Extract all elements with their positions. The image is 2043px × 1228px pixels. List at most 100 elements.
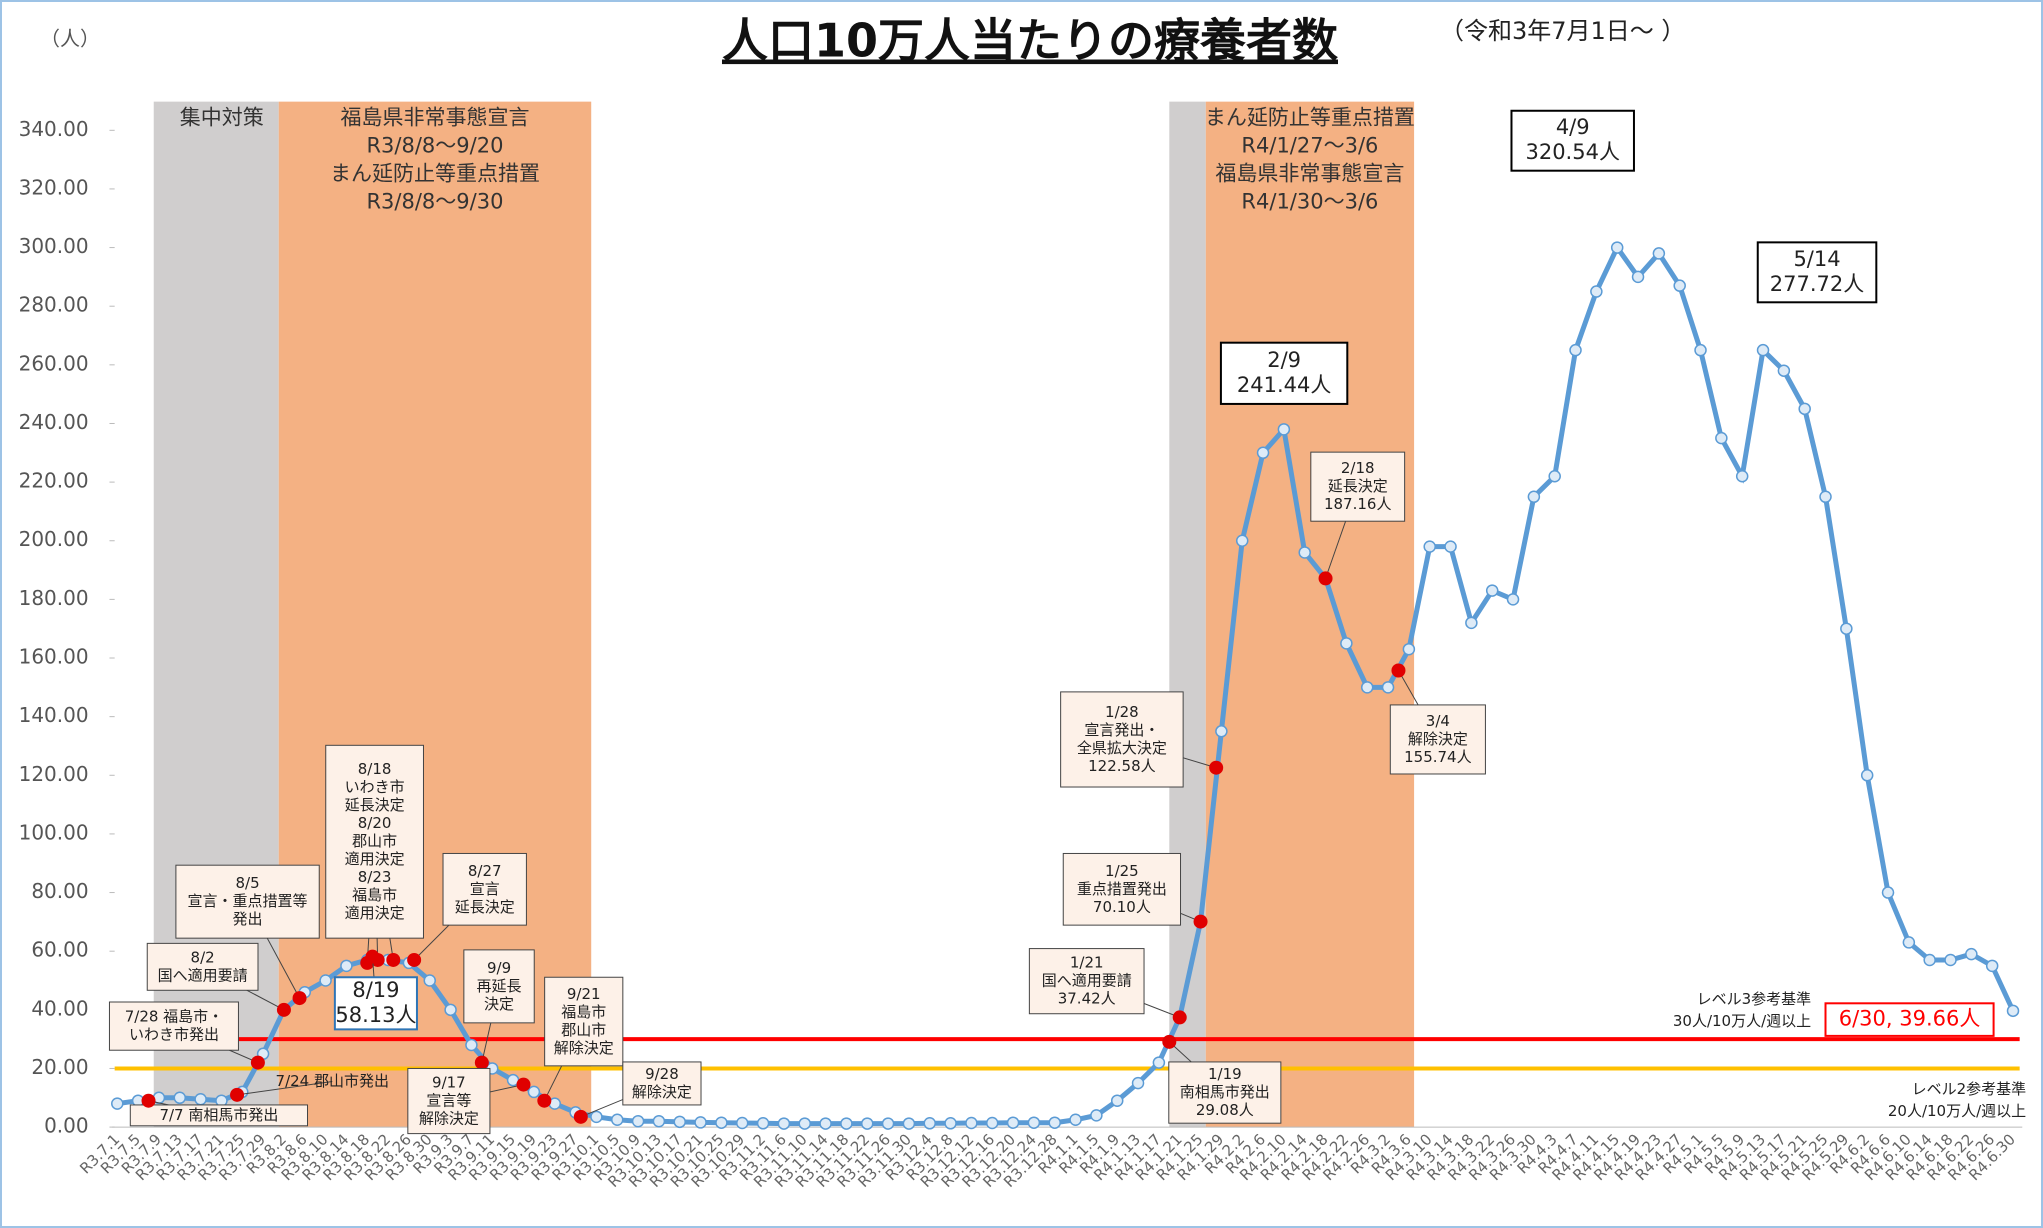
period-label: 福島県非常事態宣言 — [340, 106, 529, 130]
annotation-text: 宣言発出・ — [1084, 721, 1159, 739]
data-point — [111, 1097, 124, 1110]
data-point — [590, 1110, 603, 1124]
annotation-dot — [230, 1087, 245, 1102]
data-point — [194, 1092, 207, 1106]
data-point — [1360, 681, 1374, 694]
annotation-box — [1168, 1061, 1282, 1124]
annotation-text: 1/19 — [1208, 1065, 1242, 1083]
annotation-text: 延長決定 — [1328, 477, 1388, 495]
annotation-text: 155.74人 — [1404, 748, 1472, 766]
annotation-text: 9/9 — [487, 959, 511, 977]
period-label: R4/1/30～3/6 — [1241, 190, 1378, 214]
y-tick-label: 220.00 — [19, 469, 89, 493]
data-point — [923, 1117, 936, 1130]
chart-title: 人口10万人当たりの療養者数 — [722, 14, 1338, 68]
annotation-box — [325, 744, 424, 939]
annotation-box — [463, 949, 535, 1024]
data-point — [1923, 953, 1936, 967]
data-point — [735, 1116, 749, 1130]
annotation-text: 全県拡大決定 — [1077, 739, 1167, 757]
annotation-text: 9/28 — [645, 1065, 679, 1083]
data-point — [1381, 681, 1395, 694]
data-point — [1110, 1094, 1124, 1107]
data-point — [798, 1117, 811, 1130]
annotation-text: 122.58人 — [1088, 757, 1156, 775]
data-point — [1465, 616, 1478, 630]
annotation-box — [146, 942, 259, 991]
annotation-text: 適用決定 — [345, 850, 405, 868]
annotation-box — [175, 864, 320, 939]
data-point — [319, 974, 332, 987]
data-point — [465, 1038, 478, 1052]
annotation-text: 3/4 — [1426, 712, 1450, 730]
annotation-dot — [1193, 914, 1208, 929]
y-tick-label: 320.00 — [19, 175, 89, 199]
data-point — [860, 1117, 874, 1130]
data-point — [756, 1117, 770, 1130]
annotation-text: 福島市 — [561, 1003, 606, 1021]
annotation-dot — [1162, 1034, 1177, 1049]
data-point — [1215, 725, 1228, 738]
data-point — [1819, 490, 1832, 504]
annotation-text: 4/9 — [1556, 115, 1590, 139]
annotation-text: 宣言 — [470, 880, 500, 898]
y-tick-label: 340.00 — [19, 117, 89, 141]
annotation-text: 7/7 南相馬市発出 — [159, 1106, 278, 1124]
annotation-dot — [292, 991, 307, 1006]
data-point — [1673, 279, 1686, 292]
data-point — [1444, 540, 1457, 553]
data-point — [694, 1116, 707, 1129]
data-point — [1069, 1113, 1082, 1127]
annotation-dot — [516, 1077, 531, 1092]
y-tick-label: 0.00 — [44, 1114, 89, 1138]
annotation-dot — [474, 1055, 489, 1070]
annotation-dot — [1209, 760, 1224, 775]
annotation-text: 再延長 — [477, 977, 522, 995]
data-point — [1631, 270, 1645, 284]
annotation-text: 8/5 — [235, 874, 259, 892]
annotation-box — [1060, 691, 1184, 788]
annotation-text: 320.54人 — [1525, 140, 1619, 164]
annotation-text: 70.10人 — [1093, 898, 1151, 916]
annotation-box — [544, 976, 624, 1067]
data-point — [1569, 343, 1582, 357]
annotation-text: 8/27 — [468, 862, 502, 880]
data-point — [1298, 546, 1311, 559]
data-point — [1965, 947, 1978, 961]
reference-label: レベル2参考基準 — [1912, 1080, 2027, 1098]
annotation-text: 6/30, 39.66人 — [1839, 1007, 1981, 1031]
annotation-text: 187.16人 — [1324, 495, 1392, 513]
leader-line — [236, 1080, 333, 1096]
chart-subtitle: （令和3年7月1日～ ） — [1440, 17, 1685, 45]
annotation-text: 9/21 — [567, 985, 601, 1003]
annotation-text: 1/25 — [1105, 862, 1139, 880]
annotation-dot — [276, 1002, 291, 1017]
annotation-text: 8/23 — [358, 868, 392, 886]
y-tick-label: 120.00 — [19, 762, 89, 786]
data-point — [1256, 446, 1270, 460]
data-point — [715, 1116, 728, 1129]
data-point — [1423, 540, 1436, 553]
annotation-box — [1028, 948, 1145, 1015]
annotation-dot — [386, 952, 401, 967]
data-point — [902, 1117, 916, 1130]
y-tick-label: 240.00 — [19, 410, 89, 434]
annotation-box — [1510, 109, 1635, 172]
data-point — [1006, 1116, 1020, 1129]
annotation-box — [108, 1001, 239, 1051]
annotation-text: 国へ適用要請 — [1042, 972, 1132, 990]
annotation-text: 58.13人 — [335, 1003, 416, 1027]
annotation-text: 7/28 福島市・ — [125, 1008, 223, 1026]
annotation-text: 延長決定 — [455, 898, 515, 916]
annotation-dot — [1391, 663, 1406, 678]
annotation-box — [1756, 241, 1878, 304]
annotation-text: 延長決定 — [345, 796, 405, 814]
annotation-box — [129, 1104, 309, 1127]
annotation-text: いわき市発出 — [129, 1026, 219, 1044]
annotation-text: 南相馬市発出 — [1180, 1083, 1270, 1101]
annotation-text: 2/18 — [1341, 459, 1375, 477]
y-tick-label: 100.00 — [19, 820, 89, 844]
annotation-text: 適用決定 — [345, 904, 405, 922]
period-band — [278, 101, 592, 1128]
